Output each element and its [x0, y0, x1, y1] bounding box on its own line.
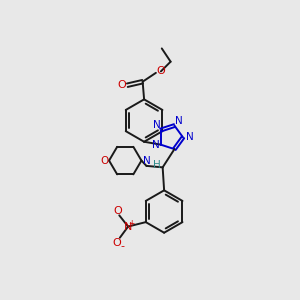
- Text: O: O: [100, 156, 108, 166]
- Text: H: H: [154, 160, 161, 170]
- Text: N: N: [153, 120, 161, 130]
- Text: N: N: [124, 221, 132, 232]
- Text: N: N: [175, 116, 182, 126]
- Text: O: O: [118, 80, 126, 90]
- Text: +: +: [128, 218, 134, 227]
- Text: -: -: [121, 241, 125, 251]
- Text: O: O: [112, 238, 121, 248]
- Text: N: N: [186, 132, 193, 142]
- Text: N: N: [142, 156, 150, 166]
- Text: O: O: [157, 66, 165, 76]
- Text: N: N: [152, 140, 160, 150]
- Text: O: O: [113, 206, 122, 216]
